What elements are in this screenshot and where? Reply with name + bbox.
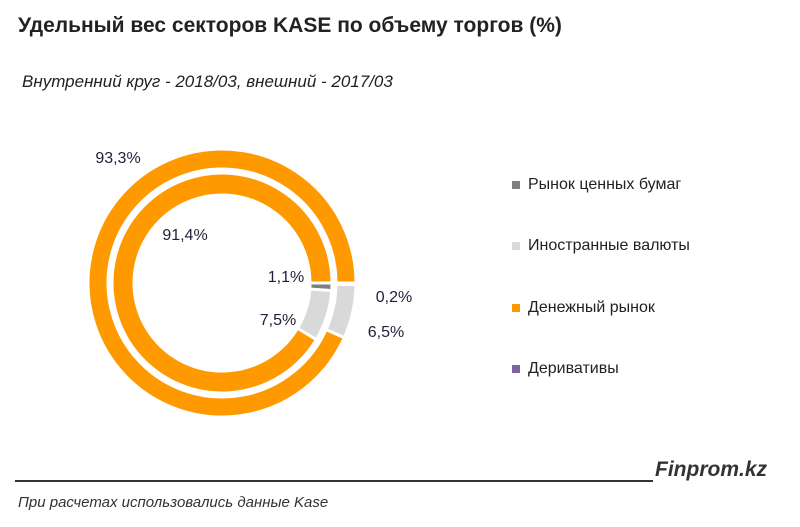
inner-data-label-2: 91,4% (162, 227, 207, 244)
legend-item: Рынок ценных бумаг (512, 176, 681, 194)
legend-swatch (512, 181, 520, 189)
inner-data-label-1: 7,5% (260, 312, 296, 329)
legend-item: Иностранные валюты (512, 237, 690, 255)
outer-data-label-1: 6,5% (368, 324, 404, 341)
inner-slice-2 (110, 171, 334, 395)
outer-slice-2 (86, 147, 358, 419)
legend-item: Деривативы (512, 360, 619, 378)
legend-label: Денежный рынок (528, 299, 655, 316)
outer-data-label-0: 0,2% (376, 289, 412, 306)
source-note: При расчетах использовались данные Kase (18, 494, 329, 511)
chart-title: Удельный вес секторов KASE по объему тор… (18, 14, 562, 37)
inner-data-label-0: 1,1% (268, 269, 304, 286)
brand-logo: Finprom.kz (655, 458, 768, 481)
legend-label: Иностранные валюты (528, 237, 690, 254)
legend-label: Рынок ценных бумаг (528, 176, 682, 193)
legend-swatch (512, 365, 520, 373)
legend-swatch (512, 304, 520, 312)
footer-divider (15, 480, 653, 482)
legend-item: Денежный рынок (512, 299, 655, 317)
outer-data-label-2: 93,3% (95, 150, 140, 167)
legend-label: Деривативы (528, 360, 619, 377)
chart-subtitle: Внутренний круг - 2018/03, внешний - 201… (22, 72, 393, 91)
legend-swatch (512, 242, 520, 250)
